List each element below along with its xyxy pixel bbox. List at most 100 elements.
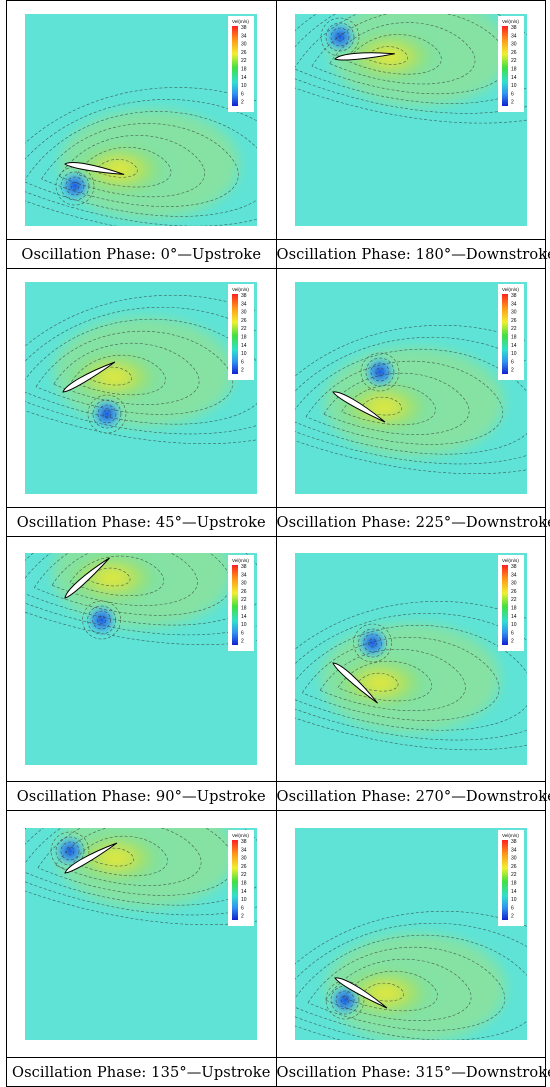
- vortex-contour-line: [87, 394, 127, 434]
- airfoil-shape: [333, 977, 388, 1009]
- vortex-low-velocity: [361, 354, 398, 390]
- velocity-contour-panel-135: Vel(m/s)38 34 30 26 22 18 14 10 6 2: [25, 828, 258, 1040]
- colorbar-tick-label: 34: [511, 301, 517, 307]
- velocity-contour-line: [25, 318, 258, 425]
- colorbar-tick-label: 14: [511, 889, 517, 895]
- velocity-contour-panel-180: Vel(m/s)38 34 30 26 22 18 14 10 6 2: [294, 14, 527, 226]
- colorbar: Vel(m/s)38 34 30 26 22 18 14 10 6 2: [228, 16, 255, 112]
- vortex-contour-line: [92, 399, 122, 429]
- vortex-contour-line: [102, 409, 112, 419]
- colorbar-tick-label: 22: [511, 326, 517, 332]
- vortex-contour-line: [358, 628, 387, 658]
- velocity-contour-line: [305, 360, 503, 445]
- wake-core: [328, 377, 439, 437]
- velocity-contour-line: [294, 14, 527, 124]
- vortex-contour-line: [65, 846, 75, 856]
- colorbar: Vel(m/s)38 34 30 26 22 18 14 10 6 2: [497, 555, 524, 651]
- contour-lines: [294, 601, 527, 751]
- velocity-contour-line: [294, 348, 527, 455]
- wake-core: [59, 347, 170, 407]
- vortex-contour-line: [55, 166, 95, 206]
- airfoil-shape: [62, 361, 116, 393]
- velocity-contour-line: [329, 22, 476, 85]
- vortex-low-velocity: [57, 168, 94, 204]
- colorbar-tick-label: 6: [241, 359, 244, 365]
- velocity-contour-line: [37, 828, 236, 896]
- velocity-contour-line: [294, 324, 527, 475]
- airfoil-shape: [332, 662, 378, 704]
- panel-caption: Oscillation Phase: 135°—Upstroke: [6, 1057, 277, 1087]
- vortex-contour-line: [50, 831, 90, 871]
- colorbar-tick-label: 2: [241, 639, 244, 645]
- colorbar-tick-label: 22: [241, 872, 247, 878]
- velocity-contour-line: [25, 611, 258, 645]
- colorbar-tick-label: 14: [511, 614, 517, 620]
- colorbar-title: Vel(m/s): [502, 558, 519, 563]
- wake-region: [56, 828, 237, 908]
- colorbar-tick-label: 10: [241, 351, 247, 357]
- velocity-contour-line: [307, 946, 505, 1031]
- velocity-contour-line: [94, 159, 138, 178]
- colorbar-tick-label: 14: [241, 889, 247, 895]
- colorbar-tick-label: 34: [241, 33, 247, 39]
- colorbar-title: Vel(m/s): [232, 833, 249, 838]
- vortex-contour-line: [97, 615, 107, 625]
- wake-core: [61, 828, 172, 888]
- velocity-contour-line: [343, 970, 438, 1012]
- colorbar: Vel(m/s)38 34 30 26 22 18 14 10 6 2: [497, 16, 524, 112]
- contour-lines: [294, 324, 527, 475]
- contour-lines: [25, 828, 258, 926]
- vortex-low-velocity: [52, 833, 89, 869]
- panel-cell: Vel(m/s) 38 34 30 26 22 18 14 10 6 2: [6, 536, 277, 782]
- velocity-contour-line: [55, 828, 202, 886]
- colorbar-tick-label: 34: [511, 847, 517, 853]
- velocity-contour-line: [341, 384, 436, 426]
- panel-caption: Oscillation Phase: 315°—Downstroke: [275, 1057, 550, 1087]
- velocity-contour-line: [59, 135, 206, 198]
- panel-cell: Vel(m/s) 38 34 30 26 22 18 14 10 6 2: [275, 268, 546, 508]
- vortex-contour-line: [363, 633, 382, 653]
- panel-caption: Oscillation Phase: 0°—Upstroke: [6, 239, 277, 269]
- velocity-contour-line: [364, 46, 408, 65]
- airfoil: [333, 977, 388, 1009]
- vortex-contour-line: [360, 352, 400, 392]
- airfoil: [333, 52, 395, 61]
- colorbar-tick-label: 18: [511, 335, 517, 341]
- vortex-contour-line: [87, 605, 117, 635]
- velocity-contour-line: [294, 601, 527, 751]
- colorbar-scale: [501, 294, 508, 374]
- velocity-contour-panel-45: Vel(m/s)38 34 30 26 22 18 14 10 6 2: [25, 282, 258, 494]
- colorbar-tick-label: 26: [511, 318, 517, 324]
- colorbar-tick-label: 26: [511, 50, 517, 56]
- velocity-contour-line: [69, 555, 165, 597]
- figure-table: Vel(m/s) 38 34 30 26 22 18 14 10 6 2 Vel(m/s) 38 34 3…: [6, 0, 550, 1087]
- colorbar-scale: [232, 565, 239, 645]
- colorbar-tick-label: 10: [511, 622, 517, 628]
- velocity-contour-line: [34, 553, 232, 616]
- vortex-contour-line: [330, 27, 350, 47]
- colorbar: Vel(m/s)38 34 30 26 22 18 14 10 6 2: [497, 284, 524, 380]
- colorbar-tick-label: 18: [511, 606, 517, 612]
- airfoil: [64, 162, 125, 175]
- vortex-contour-line: [375, 367, 385, 377]
- panel-cell: Vel(m/s) 38 34 30 26 22 18 14 10 6 2: [6, 810, 277, 1058]
- colorbar-scale: [232, 840, 239, 920]
- colorbar-tick-label: 22: [241, 597, 247, 603]
- colorbar-tick-label: 10: [511, 897, 517, 903]
- panel-cell: Vel(m/s) 38 34 30 26 22 18 14 10 6 2: [275, 0, 546, 240]
- colorbar-tick-label: 22: [511, 58, 517, 64]
- colorbar-title: Vel(m/s): [502, 287, 519, 292]
- colorbar-tick-label: 34: [241, 572, 247, 578]
- airfoil: [64, 557, 111, 599]
- vortex-low-velocity: [83, 602, 120, 638]
- colorbar-tick-label: 30: [511, 310, 517, 316]
- colorbar-scale: [501, 840, 508, 920]
- panel-caption: Oscillation Phase: 180°—Downstroke: [275, 239, 550, 269]
- colorbar-title: Vel(m/s): [502, 833, 519, 838]
- airfoil-shape: [331, 391, 386, 423]
- wake-core: [325, 653, 436, 714]
- vortex-contour-line: [55, 836, 85, 866]
- panel-caption: Oscillation Phase: 90°—Upstroke: [6, 781, 277, 811]
- contour-lines: [25, 553, 258, 645]
- vortex-contour-line: [60, 841, 80, 861]
